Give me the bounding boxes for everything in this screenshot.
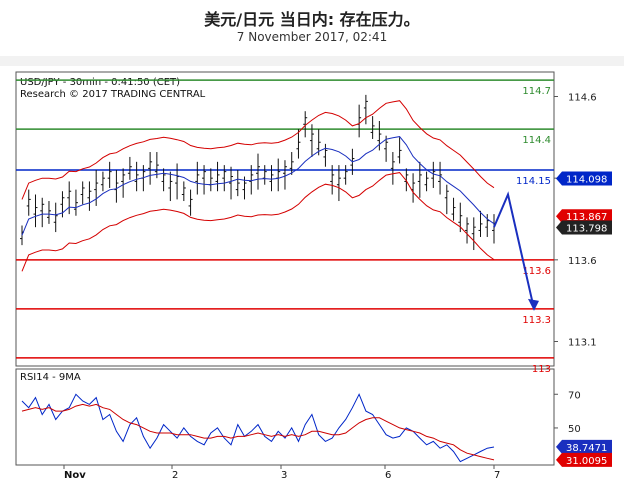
indicator-lines	[21, 100, 539, 311]
price-tick-label: 114.6	[568, 93, 597, 104]
x-tick-label: 2	[172, 470, 178, 481]
price-panel	[15, 71, 555, 367]
last-price-tag-bg	[556, 220, 612, 235]
rsi-lines: 38.7471 31.0095	[21, 393, 612, 467]
level-label: 113.6	[522, 266, 551, 277]
level-label: 113	[532, 364, 551, 375]
rsi-tick-label: 50	[568, 424, 581, 435]
lower-band-line	[21, 172, 495, 272]
rsi-panel	[15, 368, 555, 466]
current-price-tag-text: 114.098	[566, 174, 607, 185]
time-axis-ticks: Nov 2 3 6 7	[63, 465, 500, 481]
price-tick-label: 113.6	[568, 256, 597, 267]
trend-arrow-head	[528, 298, 539, 311]
price-series-bars	[20, 94, 496, 251]
rsi-series-line	[21, 393, 495, 463]
upper-band-line	[21, 100, 495, 200]
page-title: 美元/日元 当日内: 存在压力。	[204, 10, 420, 29]
info-line-2: Research © 2017 TRADING CENTRAL	[20, 89, 206, 100]
header-band	[0, 56, 624, 66]
level-label: 114.7	[522, 86, 551, 97]
price-tick-label: 113.1	[568, 338, 597, 349]
level-lines: 114.7 114.4 114.15 113.6 113.3 113	[16, 79, 554, 375]
rsi-ma-tag-bg	[556, 452, 612, 467]
x-tick-label: 7	[494, 470, 500, 481]
resistance-tag-text: 113.867	[566, 212, 607, 223]
last-price-tag-text: 113.798	[566, 223, 607, 234]
info-line-1: USD/JPY - 30min - 0:41:50 (CET)	[20, 77, 180, 88]
level-label: 113.3	[522, 315, 551, 326]
current-price-tag-bg	[556, 171, 612, 186]
level-label: 114.4	[522, 135, 551, 146]
level-label: 114.15	[516, 176, 551, 187]
resistance-tag-bg	[556, 209, 612, 224]
page-date: 7 November 2017, 02:41	[236, 30, 388, 44]
moving-average-line	[21, 136, 495, 236]
rsi-tick-label: 70	[568, 390, 581, 401]
x-tick-label: 3	[281, 470, 287, 481]
rsi-panel-label: RSI14 - 9MA	[20, 372, 81, 383]
trend-arrow-line	[493, 191, 535, 310]
rsi-value-tag-text: 38.7471	[566, 443, 607, 454]
rsi-value-tag-bg	[556, 439, 612, 454]
header: 美元/日元 当日内: 存在压力。 7 November 2017, 02:41	[0, 0, 624, 56]
rsi-series-line	[21, 403, 495, 461]
x-tick-label: Nov	[64, 470, 86, 481]
x-tick-label: 6	[385, 470, 391, 481]
rsi-ma-tag-text: 31.0095	[566, 456, 607, 467]
rsi-axis-ticks: 70 50	[554, 390, 581, 435]
